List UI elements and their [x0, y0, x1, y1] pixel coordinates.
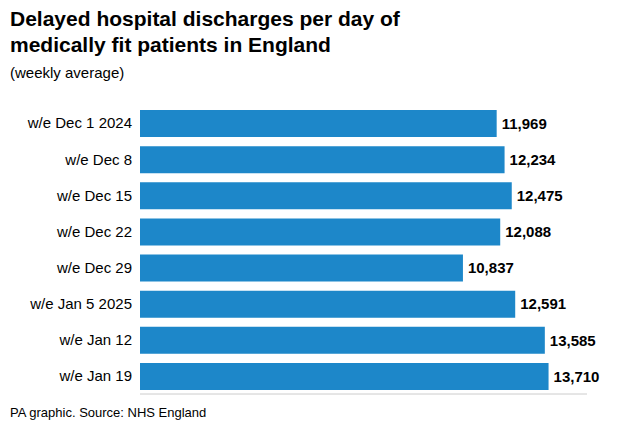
svg-text:w/e Dec 29: w/e Dec 29: [56, 259, 132, 276]
svg-text:w/e Dec 15: w/e Dec 15: [56, 187, 132, 204]
svg-text:w/e Dec 22: w/e Dec 22: [56, 223, 132, 240]
svg-text:12,475: 12,475: [517, 187, 563, 204]
html-text:PA graphic. Source: NHS Englan: PA graphic. Source: NHS England: [10, 405, 207, 420]
html-text:Delayed hospital discharges pe: Delayed hospital discharges per day of m…: [10, 7, 400, 56]
svg-text:w/e Jan 19: w/e Jan 19: [58, 367, 132, 384]
svg-text:w/e Dec 8: w/e Dec 8: [64, 151, 132, 168]
svg-text:w/e Dec 1 2024: w/e Dec 1 2024: [27, 114, 132, 131]
svg-text:11,969: 11,969: [502, 115, 547, 132]
svg-text:10,837: 10,837: [468, 259, 514, 276]
html-text:(weekly average): (weekly average): [10, 64, 125, 81]
svg-text:w/e Jan 5 2025: w/e Jan 5 2025: [29, 295, 132, 312]
svg-text:12,088: 12,088: [505, 223, 551, 240]
svg-text:12,234: 12,234: [510, 151, 557, 168]
svg-text:w/e Jan 12: w/e Jan 12: [58, 331, 132, 348]
svg-text:13,585: 13,585: [550, 332, 596, 349]
svg-text:12,591: 12,591: [520, 295, 566, 312]
svg-text:13,710: 13,710: [554, 368, 600, 385]
